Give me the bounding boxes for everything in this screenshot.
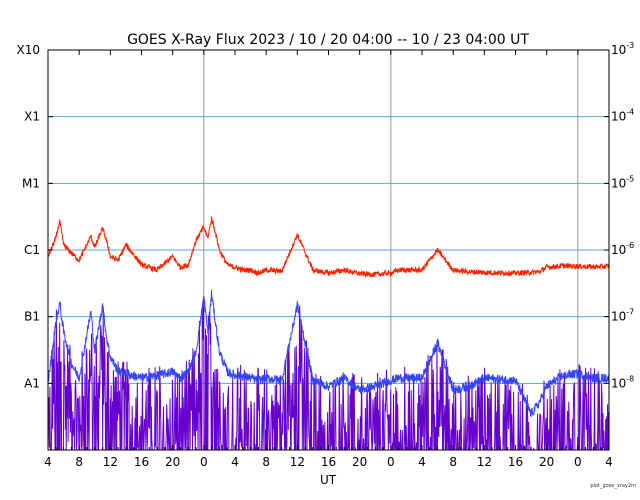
x-tick-label: 0 [387,455,395,469]
x-tick-label: 4 [231,455,239,469]
left-axis-labels: A1 B1 C1 M1 X1 X10 [17,43,53,390]
x-tick-label: 20 [165,455,180,469]
x-tick-label: 8 [262,455,270,469]
x-tick-label: 8 [449,455,457,469]
x-tick-label: 12 [477,455,492,469]
series-group [47,216,610,452]
left-axis-label: M1 [22,176,40,190]
plot-credit: plot_goes_xray2m [590,483,636,489]
x-tick-label: 0 [200,455,208,469]
left-axis-label: X1 [24,110,40,124]
x-axis-label: UT [320,473,337,487]
x-axis-ticks: 4 8 12 16 20 0 4 8 12 16 20 0 4 8 12 16 20 0 4 [44,50,613,469]
left-axis-label: X10 [17,43,41,57]
right-axis-label: 10-6 [611,241,634,257]
right-axis-label: 10-7 [611,308,634,324]
x-tick-label: 16 [134,455,149,469]
x-tick-label: 16 [321,455,336,469]
x-tick-label: 4 [44,455,52,469]
series-short-line [47,289,610,417]
right-axis-label: 10-5 [611,174,634,190]
x-tick-label: 8 [75,455,83,469]
x-tick-label: 16 [508,455,523,469]
chart-title: GOES X-Ray Flux 2023 / 10 / 20 04:00 -- … [127,32,529,48]
left-axis-label: C1 [24,243,40,257]
x-tick-label: 4 [418,455,426,469]
series-long-line [47,216,610,278]
x-tick-label: 12 [103,455,118,469]
right-axis-label: 10-8 [611,374,634,390]
left-axis-label: B1 [24,310,40,324]
right-axis-label: 10-3 [611,41,634,57]
x-tick-label: 20 [539,455,554,469]
gridlines [48,116,609,384]
x-tick-label: 12 [290,455,305,469]
right-axis-label: 10-4 [611,108,634,124]
x-tick-label: 4 [605,455,613,469]
x-tick-label: 20 [352,455,367,469]
left-axis-label: A1 [24,376,40,390]
x-tick-label: 0 [574,455,582,469]
